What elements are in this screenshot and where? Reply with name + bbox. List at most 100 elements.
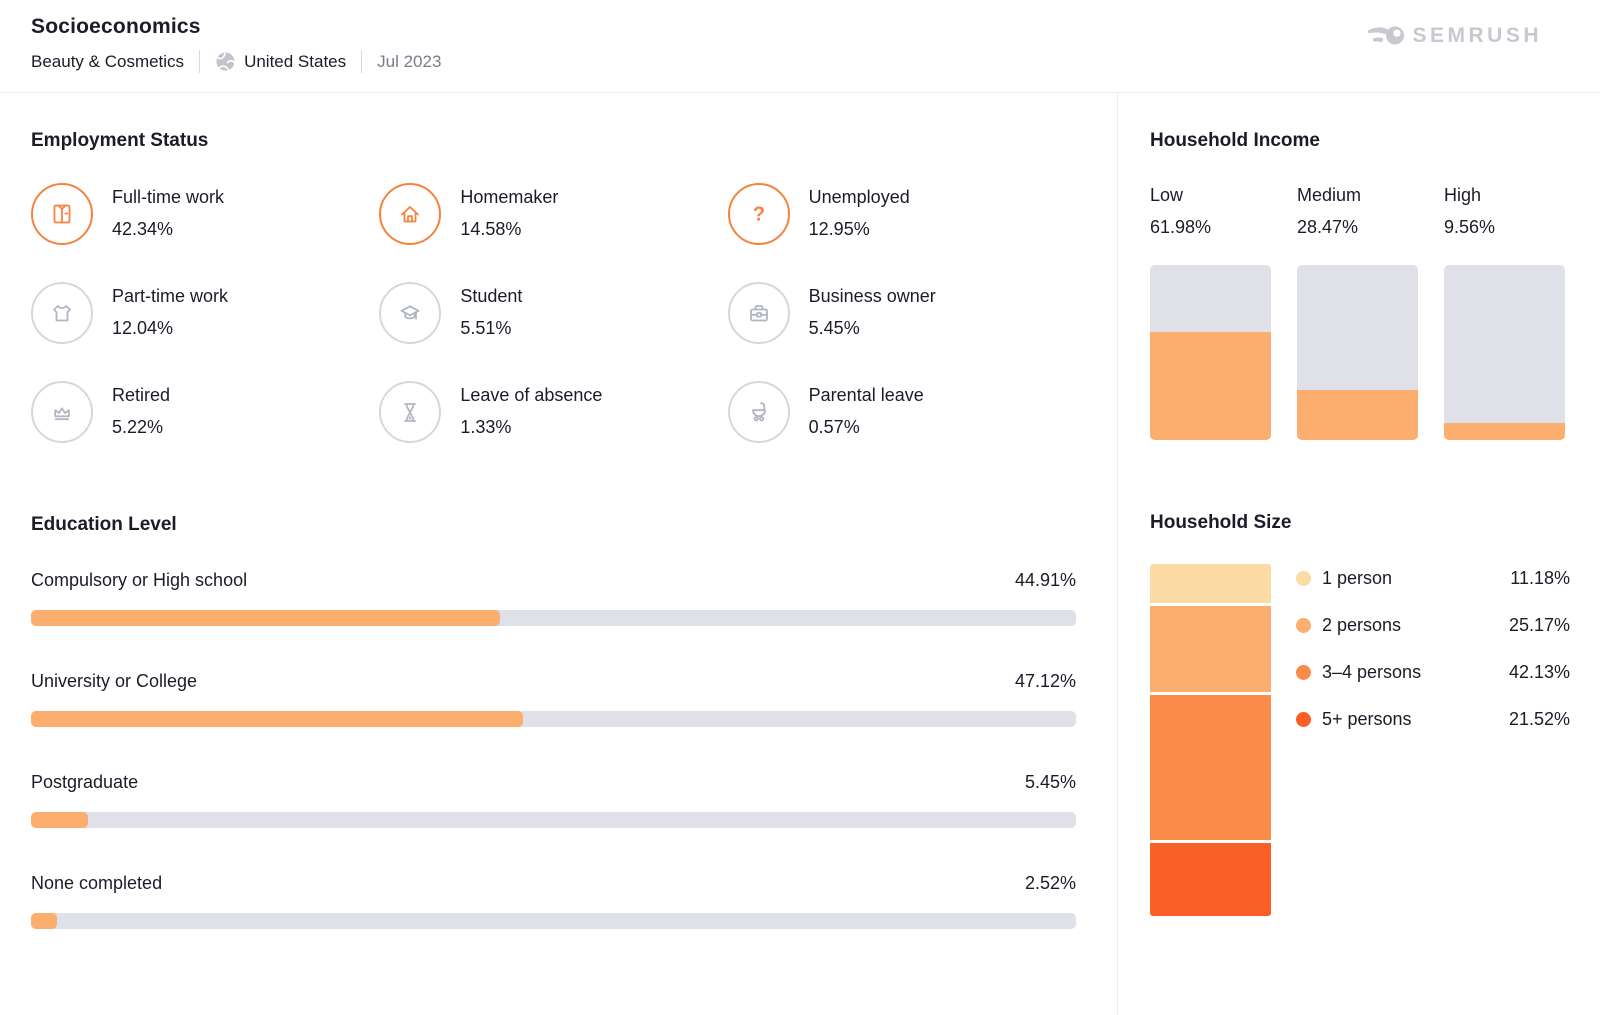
employment-item-value: 1.33% bbox=[460, 417, 512, 437]
employment-item-leave-of-absence: Leave of absence 1.33% bbox=[379, 381, 727, 443]
education-bar-track bbox=[31, 711, 1076, 727]
education-row: Postgraduate 5.45% bbox=[31, 772, 1076, 828]
income-bar-fill bbox=[1297, 390, 1418, 440]
employment-grid: Full-time work 42.34% Homemaker 14.58% bbox=[31, 183, 1076, 443]
income-column-low: Low 61.98% bbox=[1150, 185, 1271, 440]
employment-item-full-time: Full-time work 42.34% bbox=[31, 183, 379, 245]
tshirt-icon bbox=[31, 282, 93, 344]
income-bar-fill bbox=[1444, 423, 1565, 440]
education-row-label: University or College bbox=[31, 671, 198, 691]
header-left: Socioeconomics Beauty & Cosmetics United… bbox=[31, 15, 441, 73]
education-row: Compulsory or High school 44.91% bbox=[31, 570, 1076, 626]
education-row-value: 2.52% bbox=[1024, 873, 1076, 893]
employment-item-value: 5.51% bbox=[460, 318, 512, 338]
education-bar-fill bbox=[31, 913, 58, 929]
svg-text:?: ? bbox=[753, 204, 765, 226]
employment-item-homemaker: Homemaker 14.58% bbox=[379, 183, 727, 245]
hourglass-icon bbox=[379, 381, 442, 443]
briefcase-icon bbox=[727, 282, 790, 344]
globe-icon bbox=[216, 52, 236, 71]
employment-item-business-owner: Business owner 5.45% bbox=[727, 282, 1076, 344]
education-row-value: 5.45% bbox=[1024, 772, 1076, 792]
meta-divider bbox=[361, 50, 363, 73]
education-row-label: Postgraduate bbox=[31, 772, 139, 792]
income-column-high: High 9.56% bbox=[1444, 185, 1565, 440]
employment-status-heading: Employment Status bbox=[31, 130, 209, 151]
home-icon bbox=[379, 183, 442, 245]
income-label: Medium bbox=[1297, 185, 1362, 205]
employment-item-text: Retired 5.22% bbox=[112, 381, 170, 443]
education-row: University or College 47.12% bbox=[31, 671, 1076, 727]
question-mark-icon: ? bbox=[727, 183, 790, 245]
income-bar-track bbox=[1297, 265, 1418, 440]
education-row-label: Compulsory or High school bbox=[31, 570, 248, 590]
income-bar-fill bbox=[1150, 331, 1271, 440]
legend-label: 2 persons bbox=[1322, 615, 1402, 635]
education-bar-track bbox=[31, 812, 1076, 828]
employment-item-unemployed: ? Unemployed 12.95% bbox=[727, 183, 1076, 245]
employment-item-label: Student bbox=[460, 286, 523, 306]
income-value: 9.56% bbox=[1444, 217, 1496, 237]
education-row-value: 44.91% bbox=[1014, 570, 1076, 590]
semrush-logo: SEMRUSH bbox=[1367, 22, 1542, 49]
employment-item-retired: Retired 5.22% bbox=[31, 381, 379, 443]
period-label: Jul 2023 bbox=[377, 51, 442, 71]
education-bar-fill bbox=[31, 610, 501, 626]
left-column: Employment Status Full-time work 42.34% bbox=[0, 93, 1118, 1015]
education-bar-track bbox=[31, 913, 1076, 929]
legend-row: 5+ persons 21.52% bbox=[1296, 709, 1570, 730]
employment-item-parental-leave: Parental leave 0.57% bbox=[727, 381, 1076, 443]
income-bar-track bbox=[1444, 265, 1565, 440]
employment-item-text: Leave of absence 1.33% bbox=[460, 381, 602, 443]
right-column: Household Income Low 61.98% Medium 28.47… bbox=[1118, 93, 1600, 1015]
semrush-wordmark: SEMRUSH bbox=[1412, 23, 1542, 47]
education-row-label: None completed bbox=[31, 873, 163, 893]
stack-segment-1-person bbox=[1150, 564, 1271, 604]
employment-item-label: Part-time work bbox=[112, 286, 229, 306]
legend-dot bbox=[1296, 665, 1311, 680]
employment-item-student: Student 5.51% bbox=[379, 282, 727, 344]
semrush-comet-icon bbox=[1368, 26, 1405, 45]
stroller-icon bbox=[727, 381, 790, 443]
report-header: Socioeconomics Beauty & Cosmetics United… bbox=[0, 0, 1600, 93]
income-label: High bbox=[1444, 185, 1482, 205]
stack-segment-3-4-persons bbox=[1150, 691, 1271, 841]
category-label: Beauty & Cosmetics bbox=[31, 51, 185, 71]
employment-item-value: 5.45% bbox=[808, 318, 860, 338]
legend-row: 3–4 persons 42.13% bbox=[1296, 662, 1570, 683]
legend-value: 21.52% bbox=[1508, 709, 1570, 729]
stack-segment-5plus-persons bbox=[1150, 840, 1271, 916]
report-meta: Beauty & Cosmetics United States Jul 202… bbox=[31, 50, 441, 73]
education-bar-fill bbox=[31, 812, 88, 828]
legend-dot bbox=[1296, 618, 1311, 633]
education-row-value: 47.12% bbox=[1014, 671, 1076, 691]
legend-dot bbox=[1296, 571, 1311, 586]
employment-item-value: 12.95% bbox=[808, 219, 870, 239]
employment-item-label: Unemployed bbox=[808, 187, 910, 207]
folded-shirt-icon bbox=[31, 183, 93, 245]
legend-value: 11.18% bbox=[1510, 568, 1570, 588]
legend-label: 3–4 persons bbox=[1322, 662, 1422, 682]
country-label: United States bbox=[244, 51, 347, 71]
education-bar-fill bbox=[31, 711, 524, 727]
employment-item-label: Parental leave bbox=[808, 385, 924, 405]
employment-item-label: Full-time work bbox=[112, 187, 225, 207]
stack-segment-2-persons bbox=[1150, 603, 1271, 692]
legend-label: 5+ persons bbox=[1322, 709, 1412, 729]
employment-item-label: Leave of absence bbox=[460, 385, 603, 405]
education-bar-track bbox=[31, 610, 1076, 626]
income-label: Low bbox=[1150, 185, 1184, 205]
employment-item-text: Homemaker 14.58% bbox=[460, 183, 558, 245]
meta-divider bbox=[199, 50, 201, 73]
household-size-section: Household Size 1 person 11.18% bbox=[1150, 512, 1570, 916]
legend-row: 1 person 11.18% bbox=[1296, 568, 1570, 589]
employment-item-label: Retired bbox=[112, 385, 171, 405]
employment-item-value: 12.04% bbox=[112, 318, 174, 338]
education-section: Education Level Compulsory or High schoo… bbox=[31, 514, 1076, 929]
employment-item-value: 14.58% bbox=[460, 219, 522, 239]
employment-item-text: Parental leave 0.57% bbox=[809, 381, 924, 443]
employment-item-part-time: Part-time work 12.04% bbox=[31, 282, 379, 344]
income-column-medium: Medium 28.47% bbox=[1297, 185, 1418, 440]
employment-item-text: Full-time work 42.34% bbox=[112, 183, 224, 245]
income-bar-track bbox=[1150, 265, 1271, 440]
